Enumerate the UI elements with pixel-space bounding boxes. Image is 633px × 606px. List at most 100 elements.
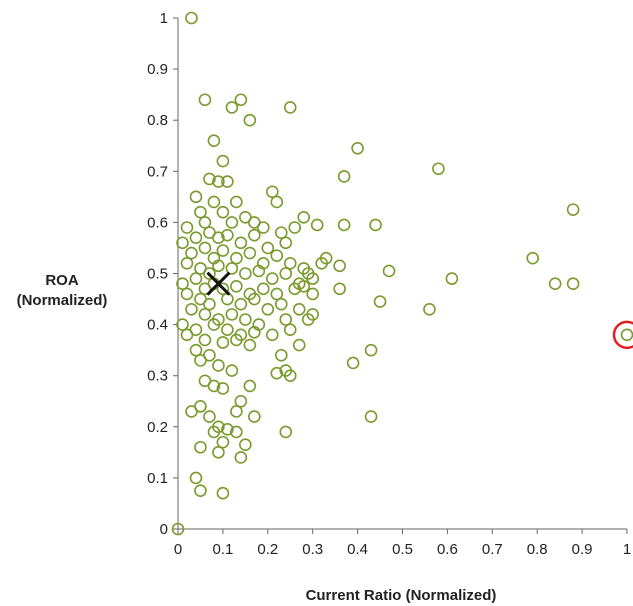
data-point (274, 348, 288, 362)
data-point (171, 522, 185, 536)
data-point (203, 297, 216, 311)
x-tick-label: 0.8 (527, 541, 548, 558)
y-tick-label: 1 (160, 10, 168, 27)
data-point (216, 282, 230, 296)
y-tick-label: 0.5 (147, 266, 168, 283)
data-point (270, 249, 284, 262)
centroid-marker (206, 271, 231, 296)
data-point (230, 405, 243, 418)
data-point (185, 246, 198, 260)
x-tick-label: 0.1 (212, 541, 233, 558)
data-point (283, 256, 297, 270)
data-point (279, 425, 293, 439)
data-point (198, 333, 212, 347)
data-point (234, 93, 248, 107)
x-tick-label: 0.2 (257, 541, 278, 558)
data-point (189, 471, 203, 485)
annotations (206, 271, 633, 350)
data-point (239, 267, 252, 280)
y-tick-label: 0.3 (147, 368, 168, 385)
data-point (234, 394, 248, 408)
data-point (279, 236, 293, 250)
x-tick-label: 0.5 (392, 541, 413, 558)
data-point (221, 292, 234, 306)
data-point (274, 297, 288, 311)
y-tick-label: 0.4 (147, 317, 168, 334)
data-point (445, 272, 459, 285)
data-point (351, 142, 364, 155)
x-tick-label: 0.4 (347, 541, 368, 558)
data-point (221, 175, 234, 188)
data-point (203, 410, 216, 423)
data-point (194, 354, 207, 367)
x-tick-label: 0.6 (437, 541, 458, 558)
data-point (212, 446, 225, 459)
data-point (221, 323, 234, 337)
data-point (364, 410, 378, 423)
data-point (243, 246, 257, 260)
data-point (207, 379, 221, 393)
x-tick-label: 0 (174, 541, 182, 558)
data-point (382, 264, 396, 278)
data-point (239, 313, 252, 326)
y-tick-label: 0.8 (147, 112, 168, 129)
data-point (248, 325, 261, 339)
data-point (216, 435, 230, 449)
data-point (189, 190, 203, 204)
data-point (297, 210, 311, 224)
data-point (216, 486, 230, 500)
data-point (230, 333, 243, 347)
data-point (306, 287, 320, 301)
data-point (432, 162, 445, 176)
data-point (176, 318, 189, 331)
data-point (248, 292, 261, 306)
data-point (185, 11, 198, 25)
data-point (364, 343, 378, 357)
centroid-stroke (206, 271, 231, 296)
data-point (176, 277, 189, 291)
data-point (566, 277, 580, 291)
data-point (288, 282, 302, 296)
data-point (212, 175, 225, 188)
data-point (369, 218, 382, 232)
data-point (257, 282, 270, 296)
y-tick-label: 0.9 (147, 61, 168, 78)
data-point (198, 308, 212, 321)
data-point (225, 101, 239, 114)
data-point (261, 302, 275, 316)
data-point (274, 226, 288, 239)
data-point (212, 359, 225, 372)
data-point (373, 295, 387, 308)
data-point (283, 323, 297, 337)
y-axis-title-line-2: (Normalized) (17, 292, 108, 309)
data-point (212, 231, 225, 245)
data-point (212, 259, 225, 273)
data-point (346, 356, 360, 370)
data-point (270, 195, 284, 209)
data-point (180, 256, 194, 270)
data-point (306, 308, 320, 321)
data-point (243, 113, 257, 127)
data-point (301, 267, 315, 280)
data-point (221, 423, 234, 436)
data-point (216, 154, 230, 168)
data-point (207, 195, 221, 209)
data-point (180, 221, 194, 234)
data-point (270, 287, 284, 301)
data-point (283, 369, 297, 383)
data-point (180, 287, 194, 301)
data-point (252, 264, 266, 278)
data-point (176, 236, 189, 250)
data-point (225, 262, 239, 275)
x-tick-label: 0.9 (572, 541, 593, 558)
data-point (248, 228, 261, 242)
data-point (198, 93, 212, 107)
x-axis-title: Current Ratio (Normalized) (306, 587, 497, 604)
data-point (234, 297, 248, 311)
data-point (216, 244, 230, 257)
data-point (265, 328, 279, 342)
data-points (171, 11, 633, 536)
data-point (279, 267, 293, 280)
data-point (265, 185, 279, 199)
